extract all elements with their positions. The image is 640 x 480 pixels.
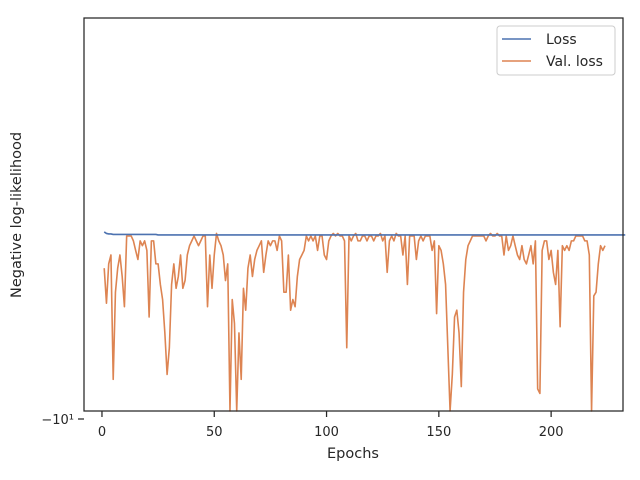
x-axis-ticks: 0 50 100 150 200 bbox=[98, 411, 564, 440]
y-axis-label: Negative log-likelihood bbox=[9, 132, 25, 298]
x-axis-label: Epochs bbox=[327, 446, 379, 462]
x-tick-label: 50 bbox=[206, 425, 223, 440]
x-tick-label: 200 bbox=[539, 425, 564, 440]
x-tick-label: 150 bbox=[426, 425, 451, 440]
plot-lines bbox=[103, 231, 626, 412]
series-line-loss bbox=[103, 231, 626, 236]
x-tick-label: 0 bbox=[98, 425, 106, 440]
y-axis-ticks: −10¹ bbox=[41, 413, 84, 428]
legend-label-val-loss: Val. loss bbox=[546, 54, 603, 70]
legend-label-loss: Loss bbox=[546, 32, 577, 48]
x-tick-label: 100 bbox=[314, 425, 339, 440]
plot-frame bbox=[83, 17, 624, 412]
y-tick-label: −10¹ bbox=[41, 413, 74, 428]
legend: Loss Val. loss bbox=[496, 25, 616, 76]
